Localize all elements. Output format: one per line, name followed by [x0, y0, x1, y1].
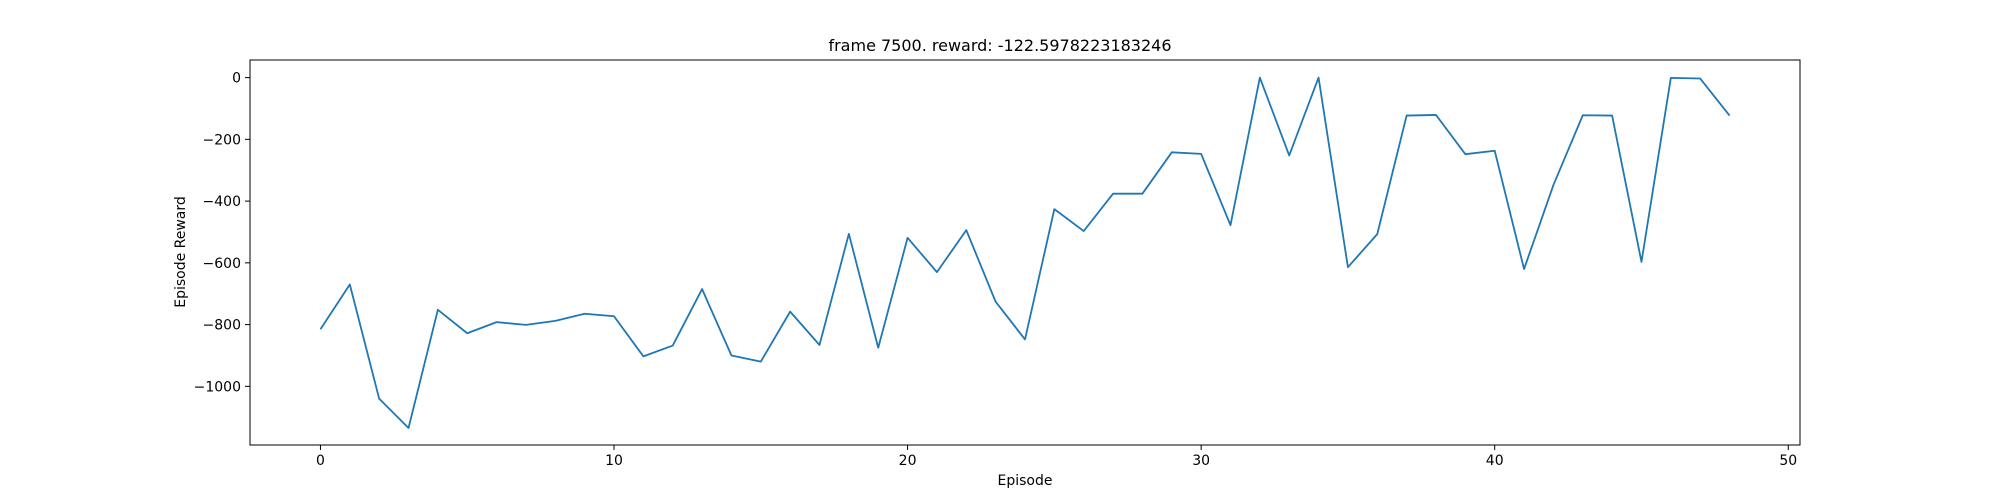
x-tick-label: 40 [1486, 453, 1504, 469]
y-tick-label: 0 [232, 71, 241, 87]
x-tick-label: 20 [899, 453, 917, 469]
x-tick-label: 30 [1192, 453, 1210, 469]
x-tick-label: 0 [316, 453, 325, 469]
x-axis: 0 10 20 30 40 50 [316, 445, 1797, 469]
y-axis: 0 −200 −400 −600 −800 −1000 [194, 71, 250, 395]
series-line-0 [319, 76, 1731, 429]
y-tick-label: −400 [203, 194, 241, 210]
y-tick-label: −1000 [194, 379, 241, 395]
plot-area [319, 76, 1731, 429]
plot-frame [249, 59, 1801, 446]
y-tick-label: −600 [203, 256, 241, 272]
x-tick-label: 10 [605, 453, 623, 469]
y-tick-label: −800 [203, 318, 241, 334]
x-tick-label: 50 [1779, 453, 1797, 469]
chart-title: frame 7500. reward: -122.5978223183246 [828, 36, 1171, 55]
y-axis-label: Episode Reward [173, 196, 189, 308]
x-axis-label: Episode [998, 473, 1053, 489]
y-tick-label: −200 [203, 132, 241, 148]
